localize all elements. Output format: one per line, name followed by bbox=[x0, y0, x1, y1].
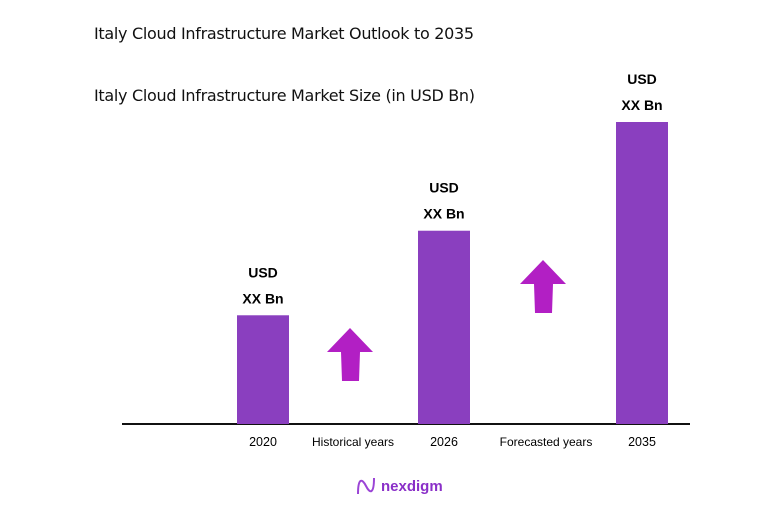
data-label-2020: USD bbox=[248, 264, 278, 280]
growth-arrow-icon-forecast bbox=[520, 260, 566, 313]
data-label-2026: USD bbox=[429, 180, 459, 196]
page-title: Italy Cloud Infrastructure Market Outloo… bbox=[94, 24, 474, 43]
x-tick-label: 2035 bbox=[628, 435, 656, 449]
bar-2020 bbox=[237, 315, 289, 424]
growth-arrow-icon-historical bbox=[327, 328, 373, 381]
period-label: Historical years bbox=[312, 435, 394, 449]
brand-logo: nexdigm bbox=[356, 476, 443, 496]
data-label-2035: USD bbox=[627, 71, 657, 87]
chart-subtitle: Italy Cloud Infrastructure Market Size (… bbox=[94, 86, 475, 105]
data-label-2026: XX Bn bbox=[423, 206, 464, 222]
bar-2026 bbox=[418, 230, 470, 424]
period-label: Forecasted years bbox=[500, 435, 593, 449]
data-label-2035: XX Bn bbox=[621, 97, 662, 113]
nexdigm-logo-icon bbox=[357, 477, 375, 495]
bar-2035 bbox=[616, 122, 668, 424]
data-label-2020: XX Bn bbox=[242, 290, 283, 306]
brand-name: nexdigm bbox=[381, 477, 443, 495]
x-tick-label: 2020 bbox=[249, 435, 277, 449]
x-tick-label: 2026 bbox=[430, 435, 458, 449]
